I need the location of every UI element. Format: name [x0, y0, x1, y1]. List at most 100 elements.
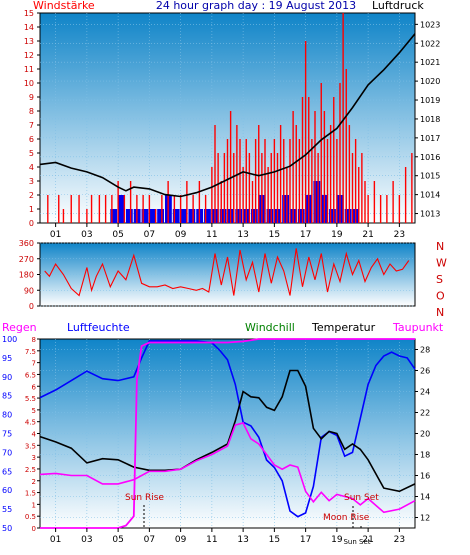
wind-tick-label: 12	[24, 51, 34, 60]
hour-tick-label: 23	[394, 535, 405, 545]
wind-tick-label: 0	[29, 219, 34, 228]
humidity-label: Luftfeuchte	[67, 321, 130, 334]
compass-label: S	[436, 273, 443, 286]
wind-gust-bar	[149, 209, 157, 223]
humidity-tick-label: 80	[2, 411, 12, 420]
wind-gust-bar	[329, 209, 336, 223]
hour-tick-label: 05	[112, 535, 123, 545]
wind-gust-bar	[219, 209, 227, 223]
rain-tick-label: 6.5	[25, 371, 36, 379]
rain-line	[40, 338, 415, 529]
humidity-line	[39, 340, 416, 518]
wind-gust-bar	[141, 209, 149, 223]
temperature-label: Temperatur	[311, 321, 376, 334]
wind-gust-bar	[157, 209, 164, 223]
wind-gust-bar	[250, 209, 258, 223]
temperature-line	[39, 369, 416, 493]
hour-tick-label: 19	[331, 230, 343, 240]
pressure-tick-label: 1014	[420, 191, 440, 200]
temperature-tick-label: 16	[420, 472, 430, 481]
wind-tick-label: 15	[24, 9, 34, 18]
humidity-tick-label: 75	[2, 430, 12, 439]
hour-tick-label: 17	[300, 230, 311, 240]
hour-tick-label: 11	[206, 535, 217, 545]
astronomy-annotations: Sun Rise Sun Set Moon Rise	[125, 493, 379, 528]
wind-tick-label: 4	[29, 163, 34, 172]
windchill-label: Windchill	[245, 321, 295, 334]
humidity-tick-label: 85	[2, 392, 12, 401]
rain-tick-label: 8	[32, 336, 36, 344]
humidity-tick-label: 100	[2, 335, 17, 344]
pressure-tick-label: 1023	[420, 20, 440, 29]
direction-tick-label: 0	[29, 302, 34, 311]
wind-gust-bar	[180, 209, 188, 223]
pressure-tick-label: 1016	[420, 153, 440, 162]
hour-tick-label: 03	[81, 230, 92, 240]
wind-gust-bar	[172, 209, 180, 223]
pressure-line	[39, 33, 416, 198]
temperature-axis-ticks: 12 14 16 18 20 22 24 26 28	[415, 346, 430, 523]
hour-tick-label: 11	[206, 230, 217, 240]
compass-label: W	[436, 257, 447, 270]
wind-tick-label: 7	[29, 121, 34, 130]
hour-tick-label: 01	[50, 230, 61, 240]
pressure-tick-label: 1015	[420, 172, 440, 181]
rain-tick-label: 0.5	[25, 513, 36, 521]
wind-tick-label: 5	[29, 149, 34, 158]
temperature-tick-label: 24	[420, 388, 430, 397]
wind-direction-line-group	[44, 248, 410, 297]
wind-tick-label: 8	[29, 107, 34, 116]
humidity-tick-label: 65	[2, 467, 12, 476]
hour-tick-label: 09	[175, 230, 187, 240]
hour-tick-label: 13	[237, 230, 248, 240]
wind-gust-bar	[204, 209, 211, 223]
temperature-tick-label: 26	[420, 367, 430, 376]
hour-tick-label: 05	[112, 230, 123, 240]
wind-direction-axis-ticks: 0 90 180 270 360	[19, 239, 40, 311]
hour-tick-label: 09	[175, 535, 187, 545]
temperature-tick-label: 18	[420, 451, 430, 460]
wind-strength-label: Windstärke	[33, 0, 95, 12]
pressure-tick-label: 1019	[420, 96, 440, 105]
direction-tick-label: 270	[19, 255, 34, 264]
wind-gust-bar	[118, 195, 125, 223]
humidity-axis-ticks: 50 55 60 65 70 75 80 85 90 95 100	[2, 335, 17, 533]
wind-gust-bar	[344, 209, 352, 223]
hour-tick-label: 15	[269, 230, 280, 240]
direction-tick-label: 90	[24, 286, 34, 295]
hour-tick-label: 13	[237, 535, 248, 545]
compass-label: O	[436, 290, 445, 303]
temperature-gridlines	[40, 339, 415, 528]
pressure-tick-label: 1018	[420, 115, 440, 124]
rain-tick-label: 2	[32, 478, 36, 486]
wind-tick-label: 6	[29, 135, 34, 144]
rain-tick-label: 3	[32, 454, 36, 462]
rain-label: Regen	[2, 321, 37, 334]
rain-tick-label: 4.5	[25, 419, 36, 427]
hour-tick-label: 23	[394, 230, 405, 240]
temperature-tick-label: 22	[420, 409, 430, 418]
chart-title: 24 hour graph day : 19 August 2013	[156, 0, 356, 12]
rain-tick-label: 7	[32, 360, 36, 368]
sun-set-annotation: Sun Set	[344, 493, 379, 503]
wind-gust-bar	[313, 181, 321, 223]
wind-gust-bar	[110, 209, 118, 223]
rain-tick-label: 1.5	[25, 490, 36, 498]
temperature-tick-label: 28	[420, 346, 430, 355]
hour-tick-label: 07	[144, 230, 155, 240]
humidity-tick-label: 55	[2, 505, 12, 514]
rain-tick-label: 0	[32, 525, 36, 533]
humidity-tick-label: 90	[2, 373, 12, 382]
pressure-tick-label: 1022	[420, 39, 440, 48]
hour-tick-label: 15	[269, 535, 280, 545]
pressure-line-group	[39, 33, 416, 198]
hour-tick-label: 17	[300, 535, 311, 545]
rain-tick-label: 1	[32, 501, 36, 509]
wind-tick-label: 10	[24, 79, 34, 88]
wind-gust-bar	[125, 209, 133, 223]
hour-tick-label: 19	[331, 535, 343, 545]
pressure-tick-label: 1020	[420, 77, 440, 86]
temperature-tick-label: 12	[420, 514, 430, 523]
